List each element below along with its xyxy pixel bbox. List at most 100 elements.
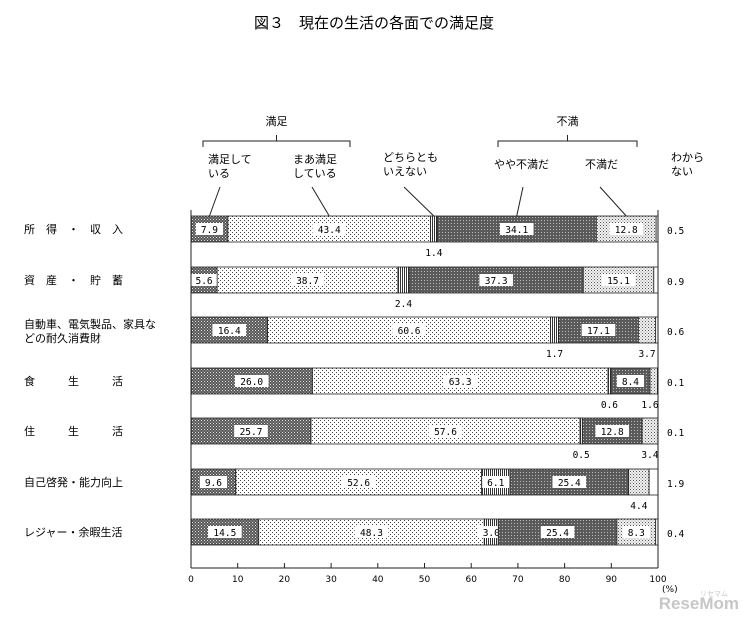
bar-remainder-r5 (648, 468, 659, 496)
column-header-1-line: している (293, 167, 337, 180)
data-label-r3-s3: 8.4 (622, 377, 639, 388)
data-label-bg-r1-s3 (479, 274, 513, 286)
column-header-5: わからない (671, 151, 704, 178)
data-label-bg-r3-s3 (616, 375, 645, 387)
x-tick-label-8: 80 (559, 575, 571, 585)
data-label-r0-s0: 7.9 (201, 225, 218, 236)
column-header-2-line: いえない (383, 165, 427, 178)
bar-segment-r4-s4 (641, 417, 659, 445)
data-label-bg-r6-s3 (540, 526, 575, 538)
data-label-r3-s2: 0.6 (601, 400, 618, 411)
category-label-4: 住 生 活 (24, 424, 123, 438)
data-label-r1-s3: 37.3 (485, 276, 508, 287)
watermark-sub: リセマム (700, 590, 728, 598)
x-tick-label-4: 40 (372, 575, 384, 585)
data-label-r0-s3: 34.1 (505, 225, 528, 236)
data-label-r0-s2: 1.4 (425, 248, 442, 259)
bar-segment-r0-s2 (430, 215, 438, 243)
data-label-bg-r3-s1 (443, 375, 478, 387)
data-label-r6-s3: 25.4 (546, 528, 569, 539)
category-label-1-line: 資 産 ・ 貯 蓄 (24, 274, 123, 287)
data-label-r6-s0: 14.5 (213, 528, 236, 539)
group-label-1: 不満 (557, 115, 579, 128)
x-tick-label-10: 100 (649, 575, 666, 585)
dont-know-label-3: 0.1 (667, 378, 684, 389)
header-leader-4 (599, 186, 627, 217)
header-leader-3 (516, 186, 524, 217)
watermark-text: ReseMom (659, 594, 739, 613)
data-label-r3-s0: 26.0 (240, 377, 263, 388)
data-label-r0-s4: 12.8 (615, 225, 638, 236)
data-label-r2-s3: 17.1 (587, 326, 610, 337)
data-label-bg-r4-s1 (428, 425, 463, 437)
data-label-r6-s2: 3.0 (483, 528, 500, 539)
bar-segment-r2-s4 (637, 316, 657, 344)
category-label-3: 食 生 活 (24, 374, 123, 388)
category-label-2-line: 自動車、電気製品、家具な (24, 317, 156, 331)
column-header-4-line: 不満だ (585, 158, 618, 171)
watermark-logo: ReseMom リセマム (659, 590, 739, 613)
data-label-bg-r2-s0 (212, 324, 247, 336)
data-label-r0-s1: 43.4 (318, 225, 341, 236)
bar-segment-r5-s4 (628, 468, 650, 496)
category-label-0: 所 得 ・ 収 入 (24, 223, 123, 236)
x-axis: 0 10 20 30 40 50 60 70 80 90 100(%) (188, 210, 678, 595)
category-label-6: レジャー・余暇生活 (24, 525, 122, 539)
group-brace-0 (202, 135, 351, 147)
data-label-bg-r6-s0 (208, 526, 242, 538)
column-header-3: やや不満だ (494, 158, 549, 171)
dont-know-label-5: 1.9 (667, 479, 684, 490)
data-label-r1-s1: 38.7 (296, 276, 319, 287)
data-label-r6-s1: 48.3 (360, 528, 383, 539)
data-label-bg-r4-s0 (234, 425, 268, 437)
data-label-r4-s1: 57.6 (434, 427, 457, 438)
bar-segment-r1-s2 (397, 266, 410, 294)
bar-row-5: 自己啓発・能力向上 9.6 52.6 6.1 25.4 4.4 1.9 (24, 468, 684, 512)
column-header-2: どちらともいえない (383, 151, 438, 178)
bar-row-3: 食 生 活 26.0 63.3 0.6 8.4 1.6 0.1 (24, 367, 684, 411)
data-label-r4-s4: 3.4 (641, 450, 658, 461)
data-label-r4-s3: 12.8 (601, 427, 624, 438)
data-label-r2-s4: 3.7 (638, 349, 655, 360)
data-label-bg-r1-s4 (601, 274, 636, 286)
data-label-bg-r1-s1 (290, 274, 325, 286)
data-label-r5-s0: 9.6 (205, 478, 222, 489)
data-label-bg-r5-s0 (199, 476, 228, 488)
data-label-r4-s2: 0.5 (573, 450, 590, 461)
data-label-r1-s4: 15.1 (607, 276, 630, 287)
category-label-2: 自動車、電気製品、家具などの耐久消費財 (24, 317, 156, 345)
category-label-0-line: 所 得 ・ 収 入 (24, 223, 123, 236)
dont-know-label-6: 0.4 (667, 529, 684, 540)
category-label-5-line: 自己啓発・能力向上 (24, 475, 123, 489)
bars: 所 得 ・ 収 入 7.9 43.4 1.4 34.1 12.8 0.5 資 産 ・ 貯 蓄 5… (24, 215, 684, 546)
group-brace-1 (497, 135, 638, 147)
data-label-r2-s1: 60.6 (398, 326, 421, 337)
data-label-r1-s2: 2.4 (395, 299, 412, 310)
header-leader-1 (311, 186, 330, 217)
data-label-bg-r0-s1 (312, 223, 347, 235)
category-label-5: 自己啓発・能力向上 (24, 475, 123, 489)
data-label-r3-s4: 1.6 (641, 400, 658, 411)
group-label-0: 満足 (266, 115, 288, 128)
bar-row-6: レジャー・余暇生活 14.5 48.3 3.0 25.4 8.3 0.4 (24, 518, 684, 546)
bar-row-4: 住 生 活 25.7 57.6 0.5 12.8 3.4 0.1 (24, 417, 684, 461)
column-header-5-line: わから (671, 151, 704, 164)
column-header-5-line: ない (671, 165, 693, 178)
bar-segment-r3-s4 (649, 367, 658, 395)
bar-row-0: 所 得 ・ 収 入 7.9 43.4 1.4 34.1 12.8 0.5 (24, 215, 684, 259)
bar-remainder-r1 (653, 266, 659, 294)
column-header-0-line: 満足して (208, 153, 252, 166)
data-label-bg-r5-s1 (341, 476, 376, 488)
header-leader-0 (208, 186, 221, 217)
data-label-r4-s0: 25.7 (240, 427, 263, 438)
chart-title: 図３ 現在の生活の各面での満足度 (254, 14, 494, 32)
data-label-r5-s1: 52.6 (347, 478, 370, 489)
data-label-bg-r2-s1 (392, 324, 426, 336)
column-header-3-line: やや不満だ (494, 158, 549, 171)
x-tick-label-1: 10 (232, 575, 244, 585)
x-tick-label-5: 50 (419, 575, 431, 585)
data-label-bg-r0-s0 (195, 223, 224, 235)
bar-segment-r0-s1 (227, 215, 431, 243)
